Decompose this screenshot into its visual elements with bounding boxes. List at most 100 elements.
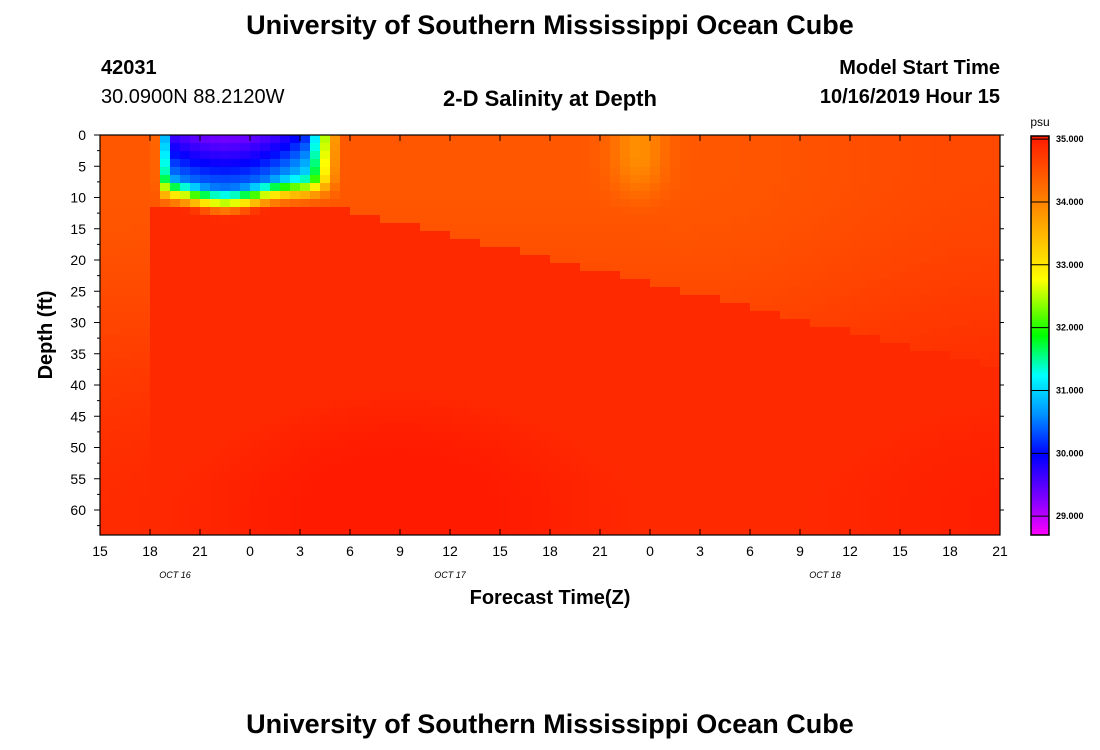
heatmap-cell [470,391,481,400]
heatmap-cell [880,223,891,232]
heatmap-cell [360,223,371,232]
heatmap-cell [350,391,361,400]
heatmap-cell [720,279,731,288]
heatmap-cell [430,431,441,440]
heatmap-cell [980,303,991,312]
heatmap-cell [540,311,551,320]
heatmap-cell [750,207,761,216]
heatmap-cell [620,247,631,256]
heatmap-cell [590,455,601,464]
heatmap-cell [490,199,501,208]
heatmap-cell [200,335,211,344]
heatmap-cell [800,351,811,360]
heatmap-cell [800,439,811,448]
heatmap-cell [560,487,571,496]
heatmap-cell [650,183,661,192]
heatmap-cell [230,263,241,272]
heatmap-cell [160,439,171,448]
heatmap-cell [740,351,751,360]
heatmap-cell [840,375,851,384]
heatmap-cell [410,423,421,432]
heatmap-cell [910,231,921,240]
heatmap-cell [260,463,271,472]
heatmap-cell [750,455,761,464]
heatmap-cell [490,279,501,288]
heatmap-cell [560,503,571,512]
heatmap-cell [920,295,931,304]
heatmap-cell [970,431,981,440]
heatmap-cell [360,511,371,520]
heatmap-cell [400,303,411,312]
heatmap-cell [400,151,411,160]
heatmap-cell [310,303,321,312]
heatmap-cell [200,231,211,240]
heatmap-cell [900,367,911,376]
heatmap-cell [420,327,431,336]
heatmap-cell [780,415,791,424]
heatmap-cell [880,519,891,528]
heatmap-cell [280,519,291,528]
heatmap-cell [680,135,691,144]
heatmap-cell [520,207,531,216]
heatmap-cell [510,359,521,368]
heatmap-cell [120,151,131,160]
heatmap-cell [370,455,381,464]
heatmap-cell [750,215,761,224]
heatmap-cell [680,455,691,464]
heatmap-cell [220,391,231,400]
heatmap-cell [390,463,401,472]
heatmap-cell [690,495,701,504]
heatmap-cell [710,399,721,408]
heatmap-cell [980,247,991,256]
heatmap-cell [880,471,891,480]
heatmap-cell [380,455,391,464]
heatmap-cell [820,391,831,400]
heatmap-cell [200,143,211,152]
heatmap-cell [130,423,141,432]
heatmap-cell [940,191,951,200]
heatmap-cell [990,159,1001,168]
heatmap-cell [860,207,871,216]
heatmap-cell [480,423,491,432]
heatmap-cell [890,343,901,352]
heatmap-cell [480,223,491,232]
heatmap-cell [540,471,551,480]
heatmap-cell [400,279,411,288]
heatmap-cell [320,367,331,376]
heatmap-cell [490,367,501,376]
heatmap-cell [880,143,891,152]
heatmap-cell [570,207,581,216]
heatmap-cell [850,447,861,456]
heatmap-cell [900,327,911,336]
heatmap-cell [230,359,241,368]
heatmap-cell [900,319,911,328]
heatmap-cell [990,231,1001,240]
heatmap-cell [170,143,181,152]
heatmap-cell [880,311,891,320]
heatmap-cell [640,207,651,216]
heatmap-cell [860,487,871,496]
heatmap-cell [770,375,781,384]
heatmap-cell [250,247,261,256]
heatmap-cell [960,263,971,272]
heatmap-cell [840,175,851,184]
heatmap-cell [150,215,161,224]
heatmap-cell [570,151,581,160]
heatmap-cell [340,343,351,352]
heatmap-cell [570,143,581,152]
heatmap-cell [270,487,281,496]
heatmap-cell [140,359,151,368]
heatmap-cell [280,199,291,208]
heatmap-cell [460,247,471,256]
heatmap-cell [600,519,611,528]
heatmap-cell [130,527,141,536]
heatmap-cell [940,247,951,256]
heatmap-cell [950,223,961,232]
heatmap-cell [760,279,771,288]
heatmap-cell [610,143,621,152]
heatmap-cell [540,215,551,224]
heatmap-cell [370,223,381,232]
heatmap-cell [390,215,401,224]
heatmap-cell [960,271,971,280]
heatmap-cell [400,175,411,184]
